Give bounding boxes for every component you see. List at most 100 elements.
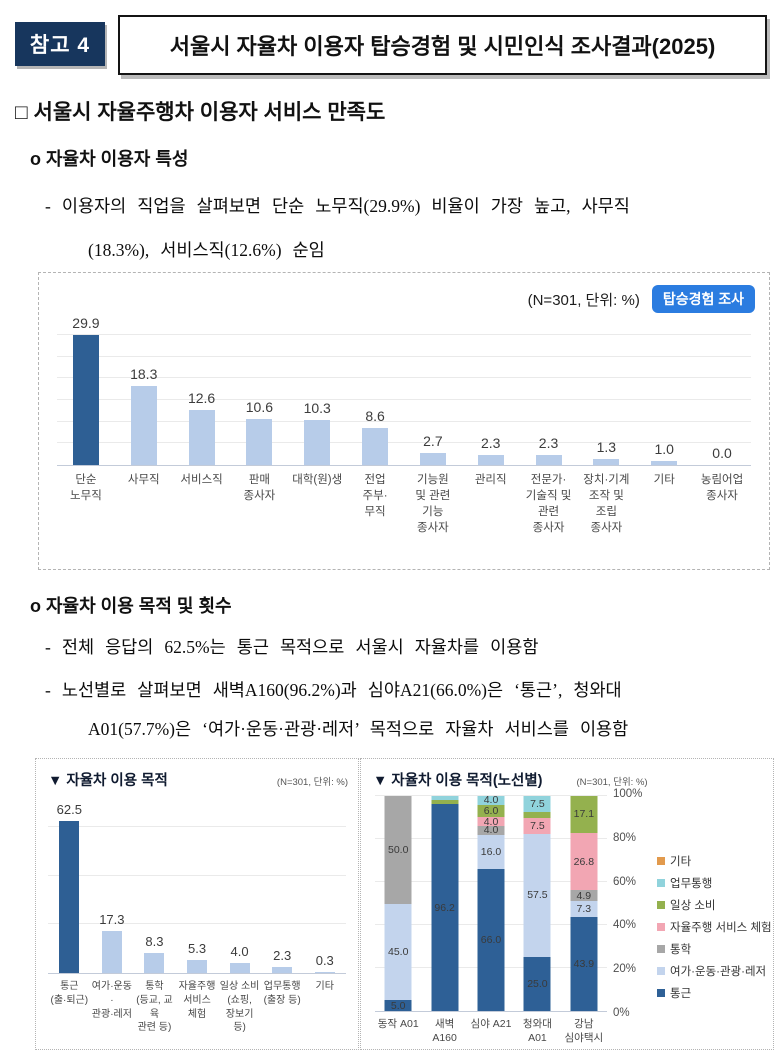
chart-note-row: (N=301, 단위: %) 탑승경험 조사 [528,285,755,313]
bar-column: 1.0 [635,335,693,465]
legend-label: 업무통행 [670,878,713,890]
bar-column: 4.0 [218,815,261,973]
stack-segment: 45.0 [384,903,412,1001]
bar-column: 1.3 [577,335,635,465]
bar [304,420,331,465]
category-label: 일상 소비 (쇼핑, 장보기 등) [219,981,260,1034]
subsection-heading-user-traits: o 자율차 이용자 특성 [30,149,189,169]
category-label: 서비스직 [180,474,223,486]
category-label: 새벽 A160 [432,1018,457,1045]
bar-value-label: 17.3 [99,911,125,927]
sample-size-note: (N=301, 단위: %) [576,777,648,788]
category-label: 농림어업 종사자 [700,474,744,502]
bar [272,967,293,973]
bar-column: 18.3 [115,335,173,465]
legend-item: 통근 [657,985,772,1001]
stacked-bar: 50.0 45.0 5.0 [384,796,412,1012]
stack-segment: 7.5 [523,796,551,813]
section-heading: □ 서울시 자율주행차 이용자 서비스 만족도 [15,101,386,124]
category-label: 관리직 [474,474,507,486]
bar-column: 5.3 [176,815,219,973]
legend-item: 일상 소비 [657,897,772,913]
stack-segment: 25.0 [523,957,551,1011]
category-label: 자율주행 서비스 체험 [178,981,216,1020]
body-text-line: - 전체 응답의 62.5%는 통근 목적으로 서울시 자율차를 이용함 [45,637,539,657]
category-label: 판매 종사자 [243,474,276,502]
bar [246,419,273,465]
gridline [57,334,751,335]
bar-value-label: 2.3 [538,435,559,452]
bar [188,410,215,465]
bar-value-label: 8.3 [145,933,164,949]
bar [72,335,99,465]
subsection-heading-usage-purpose: o 자율차 이용 목적 및 횟수 [30,596,232,616]
page-title: 서울시 자율차 이용자 탑승경험 및 시민인식 조사결과(2025) [118,15,767,75]
stacked-chart-plot: 50.0 45.0 5.0 96.2 4.0 6.0 4.0 4.0 16.0 66.0 7.5 7.… [375,794,607,1012]
stacked-chart-categories: 동작 A01 새벽 A160 심야 A21 청와대 A01 강남 심야택시 [375,1017,607,1046]
category-label: 업무통행 (출장 등) [263,981,301,1006]
stack-segment: 4.0 [477,816,505,828]
usage-purpose-chart-categories: 통근 (출·퇴근) 여가·운동· 관광·레저 통학 (등교, 교육 관련 등) 자율주행 서비스… [48,980,346,1035]
chart-title-row: ▼ 자율차 이용 목적 (N=301, 단위: %) [48,769,348,790]
stack-segment: 7.5 [523,817,551,834]
bar-column: 8.6 [346,335,404,465]
stacked-chart-legend: 기타 업무통행 일상 소비 자율주행 서비스 체험 통학 여가·운동·관광·레저 통근 [657,853,772,1001]
body-text-line: - 이용자의 직업을 살펴보면 단순 노무직(29.9%) 비율이 가장 높고,… [45,196,630,216]
y-axis-tick: 60% [613,875,637,888]
bar-value-label: 2.7 [423,433,443,450]
bar-value-label: 10.3 [303,400,331,417]
legend-label: 기타 [670,856,692,868]
gridline [48,923,346,925]
bar [593,459,620,465]
occupation-chart: (N=301, 단위: %) 탑승경험 조사 29.9 18.3 12.6 10.6 1… [38,272,770,570]
bar [651,460,678,465]
chart-title-row: ▼ 자율차 이용 목적(노선별) (N=301, 단위: %) [373,769,763,790]
occupation-chart-plot: 29.9 18.3 12.6 10.6 10.3 8.6 2.7 2.3 2.3 1.3 1.0 0.… [57,315,751,466]
bar-value-label: 1.0 [654,440,674,457]
bar [229,963,250,973]
legend-swatch [657,901,665,909]
legend-label: 일상 소비 [670,900,716,912]
legend-item: 통학 [657,941,772,957]
stack-segment: 17.1 [570,796,598,833]
stack-segment: 96.2 [431,804,459,1011]
gridline [375,795,607,796]
stacked-bar: 7.5 7.5 57.5 25.0 [523,796,551,1011]
chart-title: ▼ 자율차 이용 목적 [48,773,168,789]
stacked-bar-column: 7.5 7.5 57.5 25.0 [514,796,560,1011]
bar-value-label: 8.6 [365,407,385,424]
bar-value-label: 2.3 [273,948,292,964]
stack-segment: 6.0 [477,804,505,818]
category-label: 심야 A21 [470,1018,512,1030]
usage-purpose-by-route-chart: ▼ 자율차 이용 목적(노선별) (N=301, 단위: %) 50.0 45.0… [360,758,774,1050]
category-label: 전업 주부· 무직 [362,474,388,518]
bar-column: 29.9 [57,315,115,465]
bar-value-label: 1.3 [596,439,617,456]
stack-segment [431,800,459,805]
bar-value-label: 2.3 [480,435,501,452]
category-label: 단순 노무직 [70,474,102,502]
stack-segment: 16.0 [477,834,505,870]
stack-segment: 50.0 [384,796,412,904]
gridline [57,399,751,400]
bar-column: 2.3 [462,335,520,465]
stack-segment [431,796,459,801]
legend-swatch [657,879,665,887]
body-text-line: (18.3%), 서비스직(12.6%) 순임 [88,240,325,260]
bar [477,455,504,465]
sample-size-note: (N=301, 단위: %) [276,777,348,788]
usage-purpose-chart-plot: 62.5 17.3 8.3 5.3 4.0 2.3 0.3 [48,802,346,974]
legend-swatch [657,989,665,997]
bar-column: 0.0 [693,335,751,465]
legend-label: 자율주행 서비스 체험 [670,922,772,934]
bar [314,972,335,973]
bar [144,952,165,973]
stack-segment: 4.0 [477,794,505,806]
bar-column: 17.3 [91,815,134,973]
usage-purpose-chart: ▼ 자율차 이용 목적 (N=301, 단위: %) 62.5 17.3 8.3 5.… [35,758,359,1050]
bar-column: 2.3 [520,335,578,465]
category-label: 기타 [653,474,675,486]
category-label: 청와대 A01 [522,1018,552,1045]
bar-column: 2.3 [261,815,304,973]
